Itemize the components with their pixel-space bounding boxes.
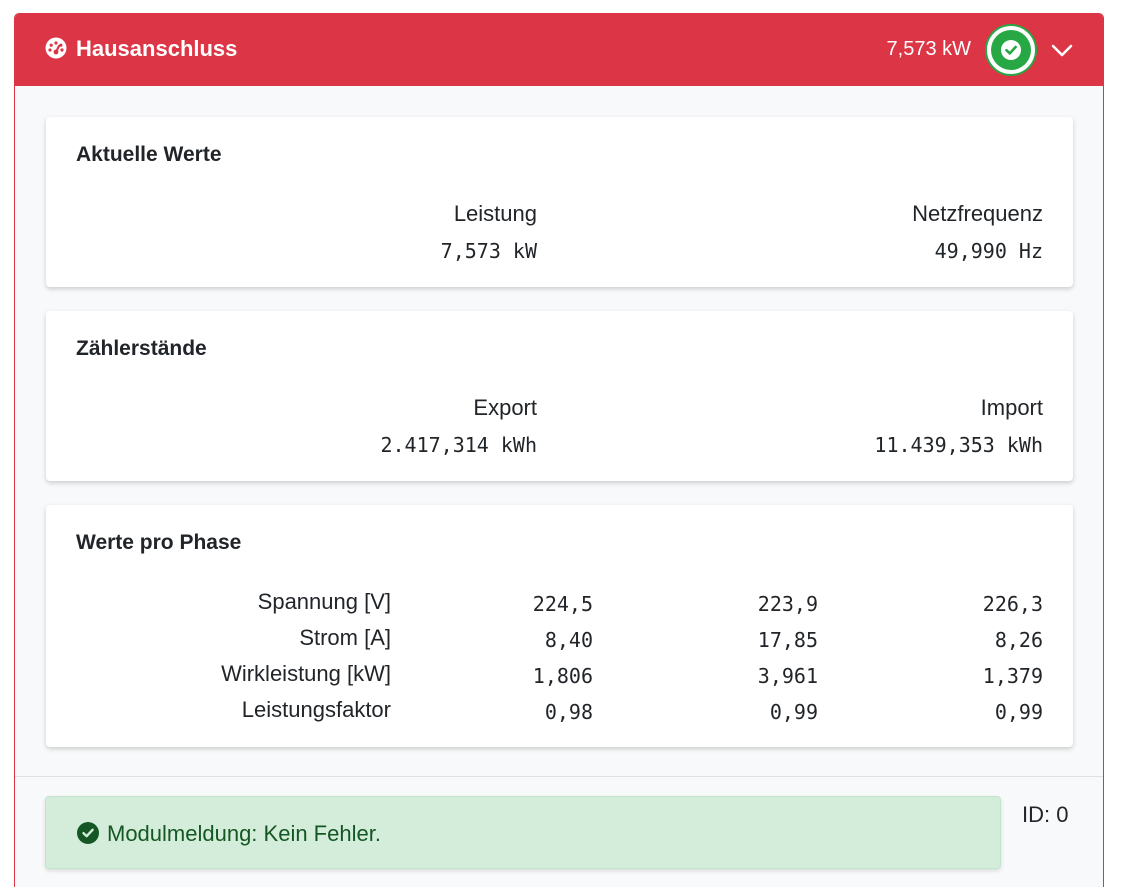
- panel-zaehlerstaende: Zählerstände Export 2.417,314 kWh Import…: [46, 311, 1073, 481]
- phase-l1-value: 8,40: [544, 628, 593, 652]
- chevron-down-icon[interactable]: [1050, 40, 1074, 60]
- phase-row-label: Leistungsfaktor: [241, 697, 391, 722]
- import-value: 11.439,353 kWh: [874, 433, 1043, 457]
- phase-row-label: Strom [A]: [299, 625, 391, 650]
- phase-l2-value: 3,961: [757, 664, 818, 688]
- phase-l3-value: 226,3: [982, 592, 1043, 616]
- status-dot: [991, 30, 1031, 70]
- check-icon: [1001, 40, 1021, 60]
- phase-l2-value: 223,9: [757, 592, 818, 616]
- panel-werte-pro-phase: Werte pro Phase Spannung [V] 224,5 223,9…: [46, 505, 1073, 747]
- footer-divider: [15, 776, 1103, 777]
- phase-l2-value: 0,99: [769, 700, 818, 724]
- phase-row-label: Spannung [V]: [257, 589, 391, 614]
- card-title: Hausanschluss: [76, 36, 238, 61]
- panel-aktuelle-werte: Aktuelle Werte Leistung 7,573 kW Netzfre…: [46, 117, 1073, 287]
- panel-title: Zählerstände: [76, 337, 207, 360]
- phase-l1-value: 1,806: [532, 664, 593, 688]
- hausanschluss-card: Hausanschluss 7,573 kW Aktuelle Werte Le…: [14, 13, 1104, 887]
- phase-l3-value: 0,99: [994, 700, 1043, 724]
- module-status-message: Modulmeldung: Kein Fehler.: [107, 821, 381, 846]
- leistung-value: 7,573 kW: [440, 239, 537, 263]
- module-id: ID: 0: [1022, 802, 1069, 827]
- phase-l3-value: 1,379: [982, 664, 1043, 688]
- import-label: Import: [980, 395, 1043, 420]
- phase-row-label: Wirkleistung [kW]: [221, 661, 391, 686]
- netzfrequenz-value: 49,990 Hz: [934, 239, 1043, 263]
- phase-l1-value: 224,5: [532, 592, 593, 616]
- phase-l3-value: 8,26: [994, 628, 1043, 652]
- phase-l2-value: 17,85: [757, 628, 818, 652]
- card-header[interactable]: Hausanschluss 7,573 kW: [15, 14, 1103, 86]
- status-indicator: [985, 24, 1037, 76]
- check-circle-icon: [77, 822, 99, 844]
- phase-l1-value: 0,98: [544, 700, 593, 724]
- panel-title: Werte pro Phase: [76, 531, 242, 554]
- gauge-icon: [45, 37, 67, 59]
- leistung-label: Leistung: [453, 201, 537, 226]
- netzfrequenz-label: Netzfrequenz: [912, 201, 1043, 226]
- header-power-value: 7,573 kW: [886, 38, 971, 60]
- panel-title: Aktuelle Werte: [76, 143, 222, 166]
- module-status-alert: Modulmeldung: Kein Fehler.: [45, 796, 1001, 869]
- export-value: 2.417,314 kWh: [380, 433, 537, 457]
- export-label: Export: [473, 395, 537, 420]
